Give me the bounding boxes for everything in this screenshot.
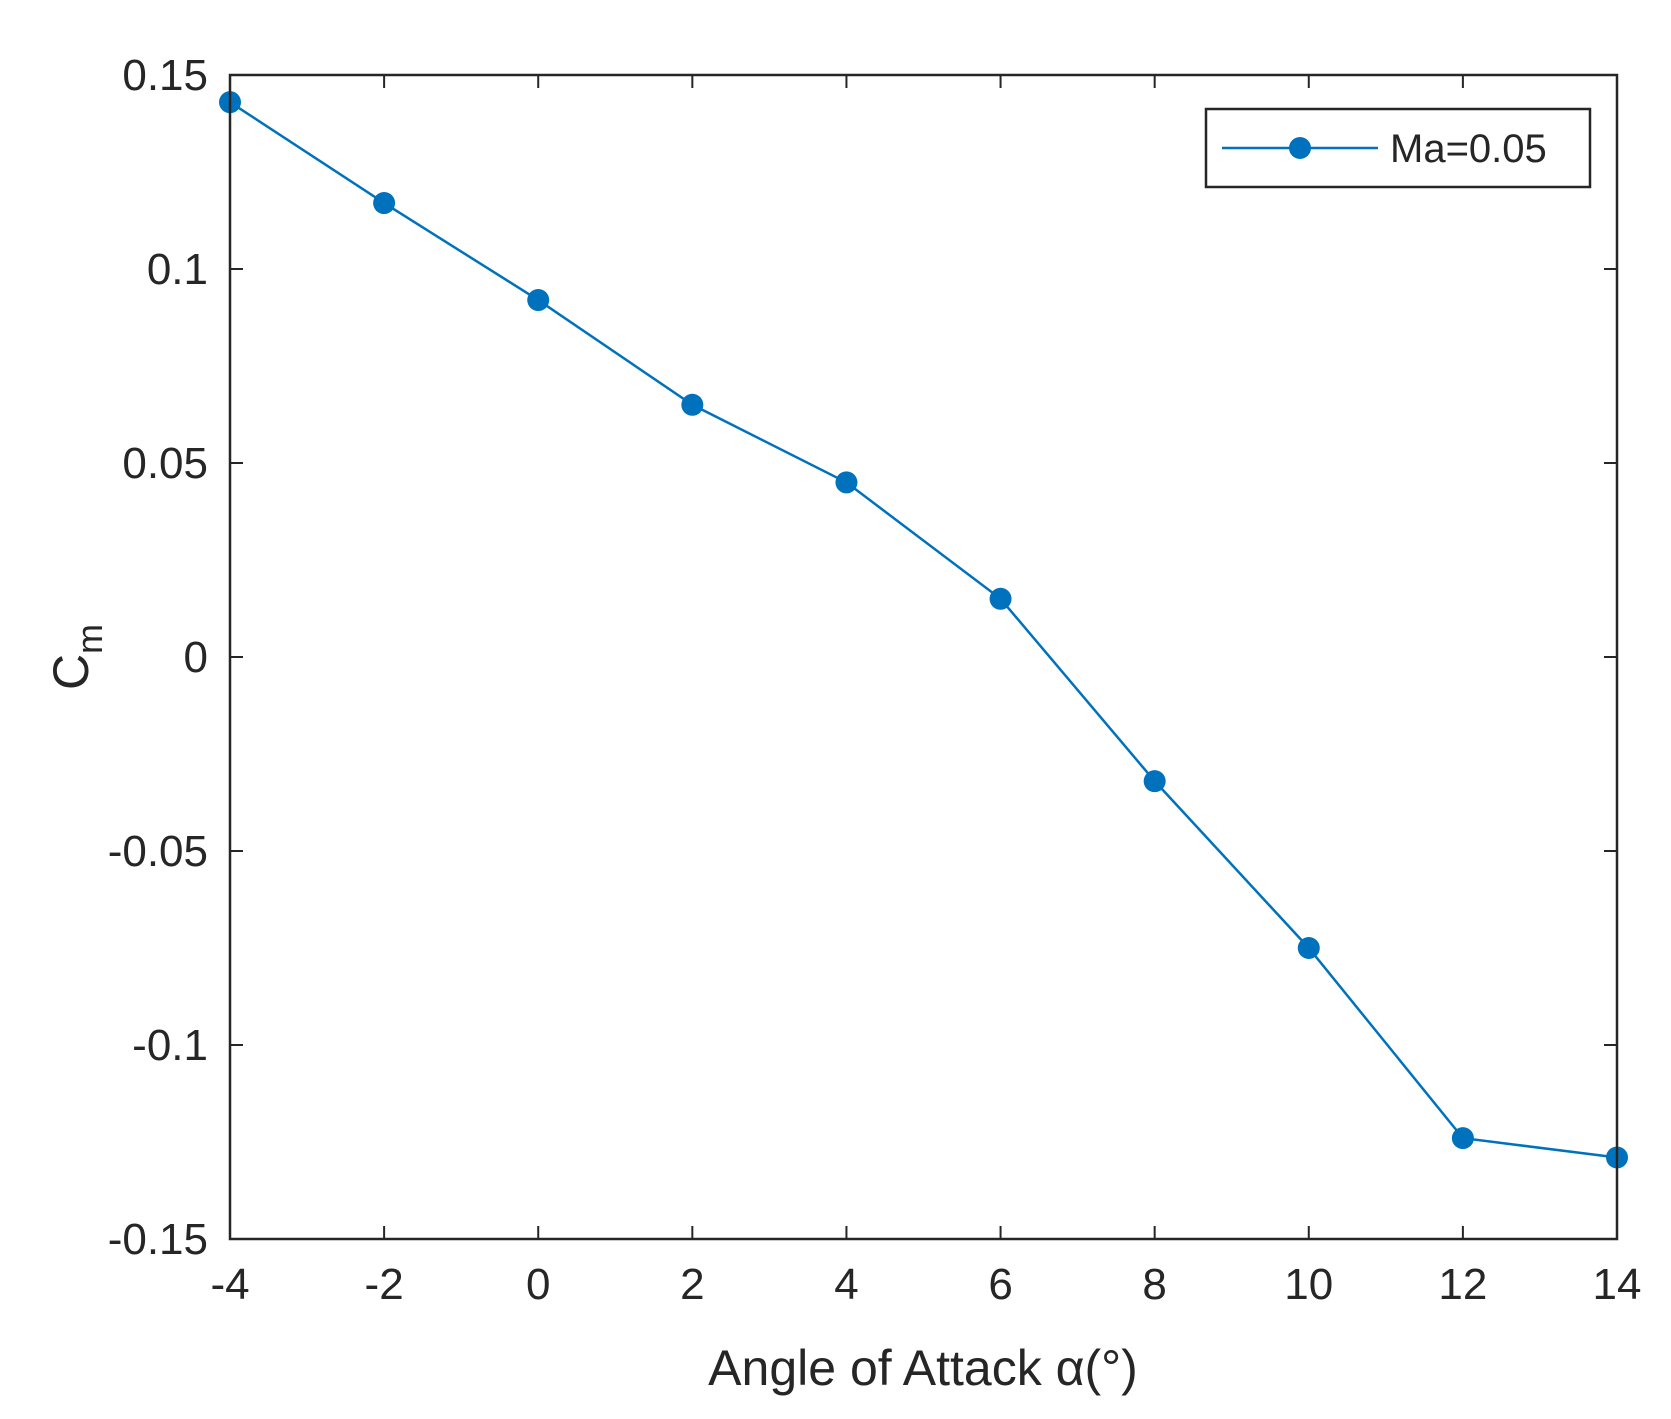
- data-point: [1297, 937, 1320, 959]
- data-point: [527, 289, 550, 312]
- y-tick-label: 0.1: [147, 245, 208, 294]
- y-axis-label: Cm: [43, 624, 110, 690]
- y-axis-label-subscript: m: [69, 624, 110, 654]
- series-line: [229, 101, 1618, 1159]
- data-point: [1451, 1127, 1474, 1150]
- y-tick-label: 0.05: [122, 439, 208, 488]
- legend-marker: [1289, 137, 1311, 159]
- x-tick-label: 6: [988, 1260, 1012, 1309]
- x-tick-label: -2: [365, 1260, 404, 1309]
- y-tick-label: -0.05: [108, 827, 208, 876]
- data-point: [989, 587, 1012, 610]
- x-tick-label: 12: [1438, 1260, 1487, 1309]
- x-tick-label: 10: [1284, 1260, 1333, 1309]
- data-point: [373, 192, 396, 215]
- axis-ticks: [229, 74, 1618, 1240]
- data-point: [1143, 770, 1166, 793]
- y-tick-label: 0.15: [122, 51, 208, 100]
- x-axis-label: Angle of Attack α(°): [708, 1340, 1138, 1396]
- data-point: [681, 393, 704, 416]
- y-tick-label: -0.15: [108, 1215, 208, 1264]
- legend-label: Ma=0.05: [1390, 127, 1547, 171]
- x-tick-label: 2: [680, 1260, 704, 1309]
- y-tick-label: -0.1: [132, 1021, 208, 1070]
- data-point: [835, 471, 858, 494]
- x-tick-label: 14: [1593, 1260, 1642, 1309]
- x-tick-label: 4: [834, 1260, 858, 1309]
- x-tick-label: 8: [1142, 1260, 1166, 1309]
- y-axis-label-main: C: [43, 654, 99, 690]
- x-tick-label: -4: [210, 1260, 249, 1309]
- y-tick-label: 0: [184, 633, 208, 682]
- x-tick-label: 0: [526, 1260, 550, 1309]
- tick-labels: -4 -2 0 2 4 6 8 10 12 14 -0.15 -0.1 -0.05 0 0.05 0.1 0.1…: [108, 51, 1642, 1309]
- plot-marks: [219, 91, 1628, 1169]
- legend: Ma=0.05: [1204, 107, 1592, 189]
